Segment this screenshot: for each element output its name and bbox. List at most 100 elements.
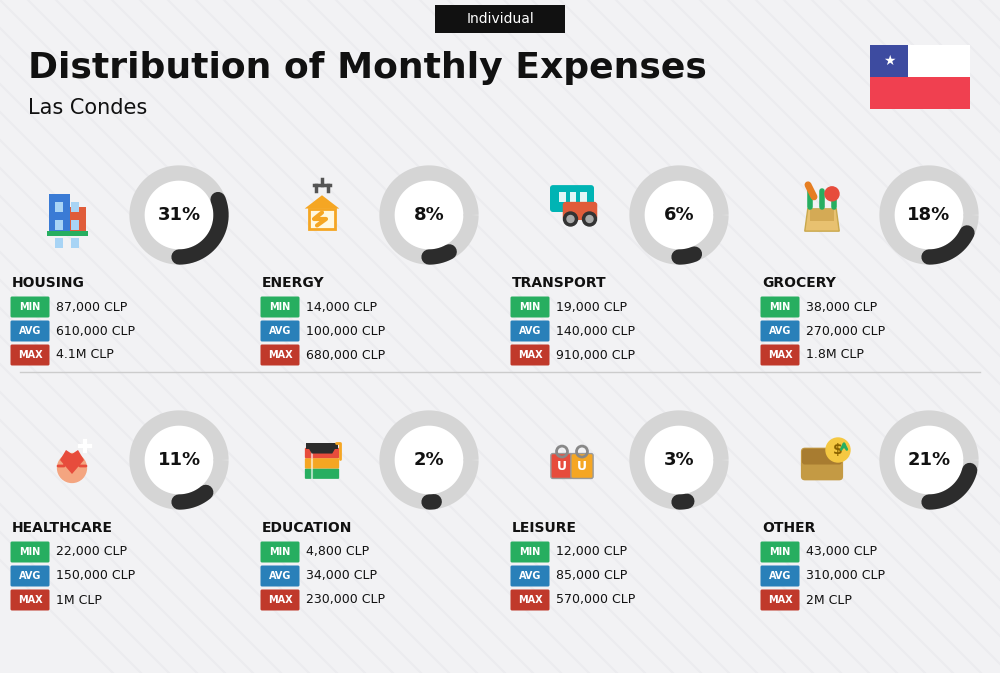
Circle shape bbox=[644, 180, 714, 250]
FancyBboxPatch shape bbox=[435, 5, 565, 33]
Text: TRANSPORT: TRANSPORT bbox=[512, 276, 607, 290]
FancyBboxPatch shape bbox=[761, 590, 800, 610]
FancyBboxPatch shape bbox=[260, 590, 300, 610]
FancyBboxPatch shape bbox=[761, 565, 800, 586]
Text: 680,000 CLP: 680,000 CLP bbox=[306, 349, 385, 361]
Text: 2M CLP: 2M CLP bbox=[806, 594, 852, 606]
Circle shape bbox=[144, 425, 214, 495]
Text: MIN: MIN bbox=[769, 302, 791, 312]
Text: GROCERY: GROCERY bbox=[762, 276, 836, 290]
FancyBboxPatch shape bbox=[260, 345, 300, 365]
Text: U: U bbox=[557, 460, 567, 472]
FancyBboxPatch shape bbox=[10, 542, 50, 563]
Text: MIN: MIN bbox=[269, 547, 291, 557]
FancyBboxPatch shape bbox=[511, 542, 550, 563]
Bar bbox=[71, 238, 79, 248]
FancyBboxPatch shape bbox=[10, 590, 50, 610]
Circle shape bbox=[58, 454, 86, 483]
Text: 34,000 CLP: 34,000 CLP bbox=[306, 569, 377, 583]
Bar bbox=[870, 45, 970, 77]
Text: ★: ★ bbox=[883, 54, 895, 68]
Text: HOUSING: HOUSING bbox=[12, 276, 85, 290]
Text: Individual: Individual bbox=[466, 12, 534, 26]
Bar bbox=[55, 238, 63, 248]
Text: 38,000 CLP: 38,000 CLP bbox=[806, 301, 877, 314]
FancyBboxPatch shape bbox=[761, 297, 800, 318]
FancyBboxPatch shape bbox=[305, 458, 339, 468]
FancyBboxPatch shape bbox=[511, 297, 550, 318]
FancyBboxPatch shape bbox=[571, 454, 593, 479]
Text: U: U bbox=[577, 460, 587, 472]
Text: 610,000 CLP: 610,000 CLP bbox=[56, 324, 135, 337]
Circle shape bbox=[825, 187, 839, 201]
Text: 150,000 CLP: 150,000 CLP bbox=[56, 569, 135, 583]
Text: MIN: MIN bbox=[19, 302, 41, 312]
Text: 2%: 2% bbox=[414, 451, 444, 469]
Text: 11%: 11% bbox=[157, 451, 201, 469]
FancyBboxPatch shape bbox=[511, 320, 550, 341]
Bar bbox=[870, 45, 908, 77]
Text: MIN: MIN bbox=[269, 302, 291, 312]
Text: AVG: AVG bbox=[519, 326, 541, 336]
Text: MIN: MIN bbox=[19, 547, 41, 557]
FancyBboxPatch shape bbox=[511, 565, 550, 586]
FancyBboxPatch shape bbox=[550, 185, 594, 212]
Bar bbox=[71, 220, 79, 230]
FancyBboxPatch shape bbox=[10, 320, 50, 341]
Text: 6%: 6% bbox=[664, 206, 694, 224]
Text: MAX: MAX bbox=[268, 350, 292, 360]
Bar bbox=[55, 202, 63, 212]
Text: MAX: MAX bbox=[768, 350, 792, 360]
FancyBboxPatch shape bbox=[761, 320, 800, 341]
Bar bbox=[559, 192, 566, 201]
Polygon shape bbox=[805, 209, 839, 231]
Text: 31%: 31% bbox=[157, 206, 201, 224]
Text: 18%: 18% bbox=[907, 206, 951, 224]
Text: 22,000 CLP: 22,000 CLP bbox=[56, 546, 127, 559]
Bar bbox=[71, 202, 79, 212]
Text: MIN: MIN bbox=[519, 547, 541, 557]
Text: 3%: 3% bbox=[664, 451, 694, 469]
Bar bbox=[306, 443, 338, 449]
Circle shape bbox=[564, 212, 578, 226]
FancyBboxPatch shape bbox=[511, 590, 550, 610]
Text: MIN: MIN bbox=[519, 302, 541, 312]
Circle shape bbox=[644, 425, 714, 495]
Text: MAX: MAX bbox=[268, 595, 292, 605]
Text: 12,000 CLP: 12,000 CLP bbox=[556, 546, 627, 559]
FancyBboxPatch shape bbox=[801, 448, 843, 481]
Circle shape bbox=[894, 180, 964, 250]
FancyBboxPatch shape bbox=[10, 297, 50, 318]
FancyBboxPatch shape bbox=[761, 542, 800, 563]
FancyBboxPatch shape bbox=[309, 209, 335, 229]
Circle shape bbox=[144, 180, 214, 250]
Text: MAX: MAX bbox=[18, 350, 42, 360]
Text: AVG: AVG bbox=[269, 571, 291, 581]
Text: 87,000 CLP: 87,000 CLP bbox=[56, 301, 127, 314]
Text: 910,000 CLP: 910,000 CLP bbox=[556, 349, 635, 361]
Text: AVG: AVG bbox=[769, 571, 791, 581]
Text: LEISURE: LEISURE bbox=[512, 521, 577, 535]
Text: 8%: 8% bbox=[414, 206, 444, 224]
Bar bbox=[580, 192, 587, 201]
Text: AVG: AVG bbox=[19, 326, 41, 336]
Text: 4.1M CLP: 4.1M CLP bbox=[56, 349, 114, 361]
Text: 14,000 CLP: 14,000 CLP bbox=[306, 301, 377, 314]
Text: AVG: AVG bbox=[769, 326, 791, 336]
Bar bbox=[570, 192, 576, 201]
Text: 570,000 CLP: 570,000 CLP bbox=[556, 594, 635, 606]
Circle shape bbox=[394, 180, 464, 250]
Text: 4,800 CLP: 4,800 CLP bbox=[306, 546, 369, 559]
Text: 21%: 21% bbox=[907, 451, 951, 469]
Text: 230,000 CLP: 230,000 CLP bbox=[306, 594, 385, 606]
FancyBboxPatch shape bbox=[563, 202, 597, 220]
Text: 100,000 CLP: 100,000 CLP bbox=[306, 324, 385, 337]
FancyBboxPatch shape bbox=[810, 209, 834, 221]
FancyBboxPatch shape bbox=[551, 454, 573, 479]
Text: AVG: AVG bbox=[269, 326, 291, 336]
FancyBboxPatch shape bbox=[10, 565, 50, 586]
FancyBboxPatch shape bbox=[761, 345, 800, 365]
Text: MAX: MAX bbox=[518, 595, 542, 605]
Text: AVG: AVG bbox=[519, 571, 541, 581]
Text: HEALTHCARE: HEALTHCARE bbox=[12, 521, 113, 535]
